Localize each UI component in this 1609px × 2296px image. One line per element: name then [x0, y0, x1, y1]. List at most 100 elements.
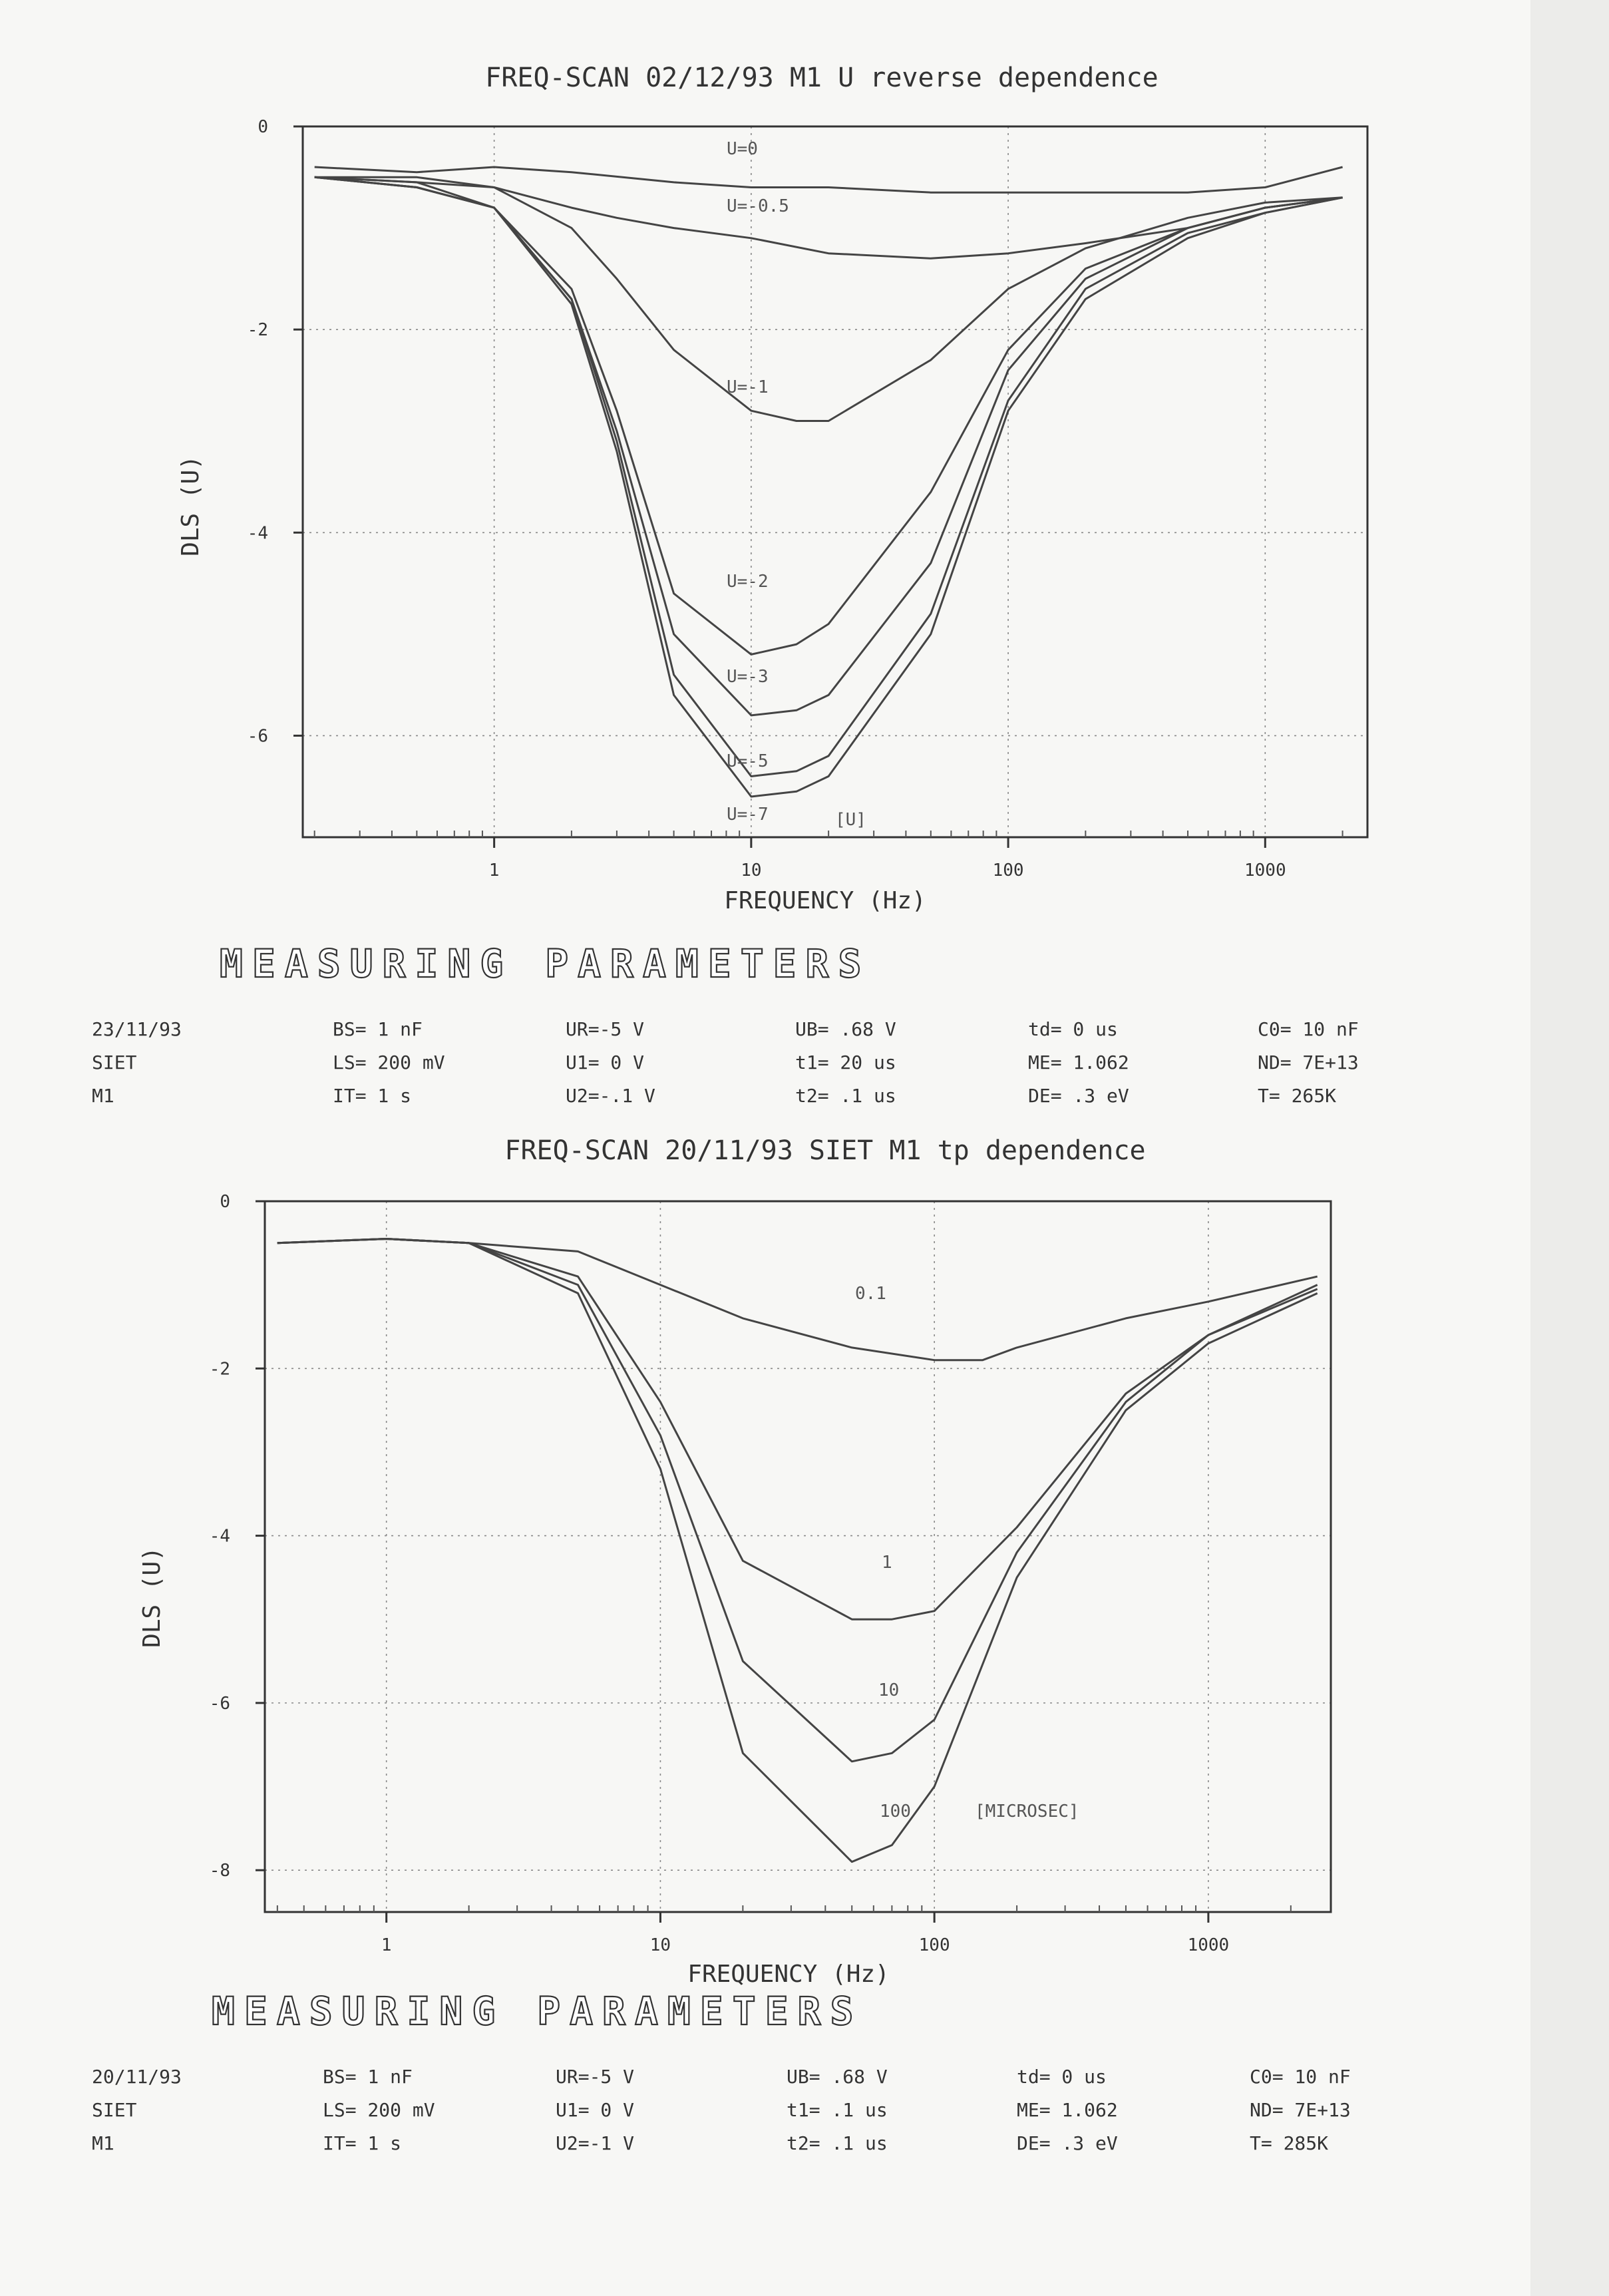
parameter-value: BS= 1 nF [323, 2066, 413, 2088]
chart-1-title: FREQ-SCAN 02/12/93 M1 U reverse dependen… [485, 63, 1158, 93]
parameter-value: ND= 7E+13 [1258, 1052, 1359, 1073]
measuring-parameters-1: MEASURING PARAMETERS 23/11/93 SIET M1 BS= 1… [92, 940, 1359, 1107]
series-label: U=0 [727, 139, 758, 159]
y-tick-label: -8 [210, 1861, 230, 1881]
chart-2-y-axis: 0 -2 -4 -6 -8 [210, 1192, 265, 1881]
parameters-1-heading: MEASURING PARAMETERS [220, 941, 870, 986]
series-label: U=-0.5 [727, 196, 789, 216]
chart-1-series [314, 166, 1343, 798]
parameter-value: ME= 1.062 [1028, 1052, 1129, 1073]
series-label: U=-3 [727, 667, 769, 687]
series-label: U=-1 [727, 377, 769, 397]
chart-1-unit-annotation: [U] [835, 810, 866, 830]
parameter-value: U2=-.1 V [566, 1085, 655, 1107]
measuring-parameters-2: MEASURING PARAMETERS 20/11/93 SIET M1 BS= 1… [92, 1988, 1351, 2154]
series-line-U-1 [314, 176, 1343, 422]
x-tick-label: 100 [993, 861, 1024, 880]
parameter-value: ME= 1.062 [1017, 2099, 1118, 2121]
series-label: 10 [878, 1680, 899, 1700]
parameters-2-heading: MEASURING PARAMETERS [212, 1989, 862, 2034]
parameter-value: UR=-5 V [566, 1018, 644, 1040]
chart-1-y-axis-label: DLS (U) [177, 455, 204, 556]
chart-1-plot-frame [301, 125, 1369, 839]
parameter-value: T= 285K [1250, 2132, 1328, 2154]
parameter-value: t2= .1 us [795, 1085, 896, 1107]
series-line-U-2 [314, 176, 1343, 656]
chart-2-series-labels: 0.1 1 10 100 [855, 1284, 911, 1821]
series-line-U-7 [314, 176, 1343, 798]
parameter-value: IT= 1 s [323, 2132, 401, 2154]
parameter-value: DE= .3 eV [1028, 1085, 1129, 1107]
y-tick-label: 0 [220, 1192, 230, 1212]
series-label: U=-2 [727, 572, 769, 592]
parameter-value: t1= .1 us [787, 2099, 888, 2121]
series-label: U=-7 [727, 805, 769, 825]
paper-edge-shadow [1530, 0, 1609, 2296]
y-tick-label: -4 [210, 1527, 230, 1547]
series-line-U-5 [314, 176, 1343, 777]
chart-2-x-axis: 1 10 100 1000 [276, 1905, 1292, 1955]
series-label: U=-5 [727, 751, 769, 771]
x-tick-label: 1 [489, 861, 500, 880]
parameter-value: t2= .1 us [787, 2132, 888, 2154]
y-tick-label: 0 [258, 117, 268, 137]
x-tick-label: 1 [381, 1935, 392, 1955]
x-tick-label: 100 [919, 1935, 950, 1955]
parameter-value: LS= 200 mV [333, 1052, 445, 1073]
y-tick-label: -2 [248, 320, 268, 340]
parameter-value: U1= 0 V [566, 1052, 644, 1073]
chart-2-series [277, 1238, 1318, 1863]
parameter-value: SIET [92, 1052, 137, 1073]
parameter-value: td= 0 us [1017, 2066, 1107, 2088]
series-line-U-0.5 [314, 176, 1343, 260]
chart-2-x-axis-label: FREQUENCY (Hz) [687, 1961, 889, 1988]
parameters-2-table: 20/11/93 SIET M1 BS= 1 nF LS= 200 mV IT= 1 s U… [92, 2066, 1351, 2154]
parameter-value: UB= .68 V [795, 1018, 896, 1040]
parameter-value: td= 0 us [1028, 1018, 1118, 1040]
parameter-value: C0= 10 nF [1250, 2066, 1351, 2088]
chart-2: FREQ-SCAN 20/11/93 SIET M1 tp dependence… [138, 1135, 1332, 1988]
parameter-value: T= 265K [1258, 1085, 1336, 1107]
parameter-value: SIET [92, 2099, 137, 2121]
parameter-value: IT= 1 s [333, 1085, 411, 1107]
chart-2-unit-annotation: [MICROSEC] [975, 1802, 1079, 1821]
y-tick-label: -6 [210, 1694, 230, 1714]
x-tick-label: 10 [741, 861, 761, 880]
parameter-value: DE= .3 eV [1017, 2132, 1118, 2154]
chart-1-series-labels: U=0 U=-0.5 U=-1 U=-2 U=-3 U=-5 U=-7 [727, 139, 789, 825]
parameter-value: t1= 20 us [795, 1052, 896, 1073]
chart-1-x-axis-label: FREQUENCY (Hz) [724, 887, 926, 914]
y-tick-label: -4 [248, 523, 268, 543]
parameter-value: M1 [92, 1085, 114, 1107]
y-tick-label: -2 [210, 1359, 230, 1379]
parameter-value: BS= 1 nF [333, 1018, 423, 1040]
parameter-value: U2=-1 V [556, 2132, 634, 2154]
chart-2-plot-frame [264, 1200, 1332, 1913]
chart-1-grid [303, 126, 1367, 837]
parameter-value: UB= .68 V [787, 2066, 888, 2088]
chart-2-y-axis-label: DLS (U) [138, 1547, 166, 1648]
parameter-value: UR=-5 V [556, 2066, 634, 2088]
chart-2-title: FREQ-SCAN 20/11/93 SIET M1 tp dependence [504, 1135, 1145, 1166]
series-label: 1 [882, 1553, 892, 1573]
x-tick-label: 1000 [1244, 861, 1286, 880]
parameter-value: U1= 0 V [556, 2099, 634, 2121]
series-line-U0 [314, 166, 1343, 194]
parameter-value: 23/11/93 [92, 1018, 182, 1040]
parameter-value: LS= 200 mV [323, 2099, 435, 2121]
parameter-value: ND= 7E+13 [1250, 2099, 1351, 2121]
chart-2-grid [265, 1201, 1331, 1912]
chart-1-x-axis: 1 10 100 1000 [313, 831, 1343, 880]
chart-1: FREQ-SCAN 02/12/93 M1 U reverse dependen… [177, 63, 1369, 914]
parameter-value: C0= 10 nF [1258, 1018, 1359, 1040]
parameter-value: M1 [92, 2132, 114, 2154]
series-line-100 [277, 1238, 1318, 1863]
y-tick-label: -6 [248, 726, 268, 746]
x-tick-label: 10 [650, 1935, 671, 1955]
series-label: 100 [880, 1802, 911, 1821]
x-tick-label: 1000 [1188, 1935, 1230, 1955]
parameters-1-table: 23/11/93 SIET M1 BS= 1 nF LS= 200 mV IT= 1 s U… [92, 1018, 1359, 1107]
parameter-value: 20/11/93 [92, 2066, 182, 2088]
